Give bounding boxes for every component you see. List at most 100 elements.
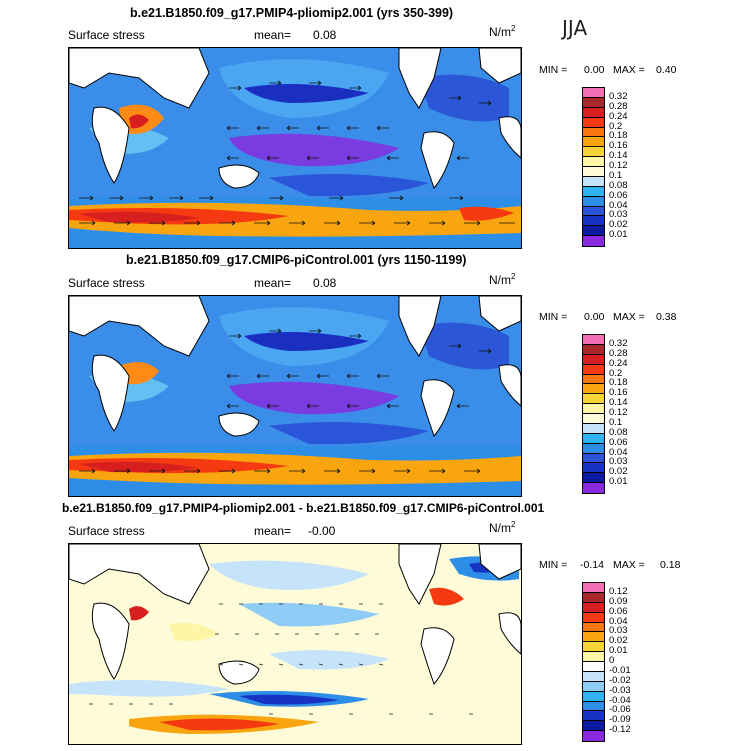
panel-3-min-value: -0.14 bbox=[580, 559, 604, 571]
colorbar-swatch bbox=[583, 127, 604, 138]
colorbar-swatch bbox=[583, 602, 604, 613]
panel-1-title: b.e21.B1850.f09_g17.PMIP4-pliomip2.001 (… bbox=[130, 6, 454, 20]
panel-2-mean-value: 0.08 bbox=[313, 276, 337, 290]
colorbar-swatch bbox=[583, 583, 604, 593]
colorbar-swatch bbox=[583, 731, 604, 741]
colorbar-tick-label: 0.09 bbox=[609, 595, 628, 607]
panel-3-field bbox=[69, 544, 521, 744]
colorbar-swatch bbox=[583, 206, 604, 217]
panel-3-mean-value: -0.00 bbox=[308, 524, 336, 538]
colorbar-swatch bbox=[583, 384, 604, 395]
panel-3-max-value: 0.18 bbox=[660, 559, 681, 571]
colorbar-swatch bbox=[583, 364, 604, 375]
colorbar-swatch bbox=[583, 404, 604, 414]
colorbar-swatch bbox=[583, 147, 604, 158]
colorbar-swatch bbox=[583, 157, 604, 167]
colorbar-tick-label: 0.06 bbox=[609, 605, 628, 617]
colorbar-tick-label: 0.1 bbox=[609, 169, 623, 181]
panel-3-min-label: MIN = bbox=[539, 559, 568, 571]
colorbar-tick-label: 0.04 bbox=[609, 199, 628, 211]
colorbar-tick-label: 0.18 bbox=[609, 377, 628, 389]
panel-1-min-label: MIN = bbox=[539, 64, 568, 76]
colorbar-swatch bbox=[583, 394, 604, 405]
colorbar-swatch bbox=[583, 473, 604, 484]
panel-1-variable: Surface stress bbox=[68, 28, 145, 42]
colorbar-swatch bbox=[583, 453, 604, 464]
colorbar-tick-label: 0.28 bbox=[609, 100, 628, 112]
colorbar-swatch bbox=[583, 671, 604, 682]
panel-1-min-value: 0.00 bbox=[584, 64, 605, 76]
colorbar-tick-label: 0.08 bbox=[609, 179, 628, 191]
colorbar-swatch bbox=[583, 701, 604, 712]
colorbar-swatch bbox=[583, 652, 604, 662]
colorbar-tick-label: 0.02 bbox=[609, 466, 628, 478]
colorbar-tick-label: 0.16 bbox=[609, 387, 628, 399]
panel-1-max-label: MAX = bbox=[613, 64, 645, 76]
colorbar-tick-label: 0.28 bbox=[609, 347, 628, 359]
colorbar-tick-label: 0.12 bbox=[609, 407, 628, 418]
colorbar-tick-label: -0.06 bbox=[609, 704, 631, 716]
colorbar-swatch bbox=[583, 374, 604, 385]
colorbar-swatch bbox=[583, 414, 604, 424]
colorbar-swatch bbox=[583, 721, 604, 732]
colorbar-swatch bbox=[583, 236, 604, 246]
panel-2-units: N/m2 bbox=[489, 272, 516, 287]
colorbar-tick-label: 0.2 bbox=[609, 367, 623, 379]
colorbar-tick-label: 0.12 bbox=[609, 160, 628, 171]
colorbar-tick-label: 0.01 bbox=[609, 476, 628, 488]
colorbar-swatch bbox=[583, 196, 604, 207]
colorbar-tick-label: 0.03 bbox=[609, 456, 628, 468]
panel-1-units: N/m2 bbox=[489, 24, 516, 39]
panel-2-wind-vectors bbox=[79, 328, 492, 474]
colorbar-tick-label: 0.32 bbox=[609, 90, 628, 102]
colorbar-swatch bbox=[583, 681, 604, 692]
colorbar-swatch bbox=[583, 167, 604, 177]
colorbar-tick-label: 0.03 bbox=[609, 209, 628, 221]
colorbar-swatch bbox=[583, 107, 604, 118]
panel-3-map bbox=[68, 543, 522, 745]
panel-3-variable: Surface stress bbox=[68, 524, 145, 538]
panel-1-max-value: 0.40 bbox=[656, 64, 677, 76]
panel-3-mean-label: mean= bbox=[254, 524, 292, 538]
panel-1-map bbox=[68, 47, 522, 249]
panel-2-field bbox=[69, 296, 521, 496]
panel-2-colorbar bbox=[582, 334, 605, 494]
colorbar-swatch bbox=[583, 344, 604, 355]
colorbar-tick-label: -0.02 bbox=[609, 674, 631, 686]
panel-2-min-label: MIN = bbox=[539, 311, 568, 323]
panel-2-map bbox=[68, 295, 522, 497]
colorbar-swatch bbox=[583, 622, 604, 633]
season-label: JJA bbox=[562, 16, 588, 40]
colorbar-tick-label: 0.16 bbox=[609, 140, 628, 152]
colorbar-swatch bbox=[583, 423, 604, 434]
colorbar-swatch bbox=[583, 443, 604, 454]
colorbar-swatch bbox=[583, 433, 604, 444]
colorbar-tick-label: 0 bbox=[609, 655, 615, 666]
panel-1-colorbar bbox=[582, 87, 605, 247]
colorbar-tick-label: -0.12 bbox=[609, 724, 631, 736]
colorbar-tick-label: 0.24 bbox=[609, 110, 628, 122]
panel-1-wind-vectors bbox=[79, 80, 515, 226]
colorbar-swatch bbox=[583, 592, 604, 603]
colorbar-swatch bbox=[583, 97, 604, 108]
colorbar-tick-label: 0.18 bbox=[609, 130, 628, 142]
panel-1-field bbox=[69, 48, 521, 248]
colorbar-tick-label: 0.14 bbox=[609, 397, 628, 409]
colorbar-tick-label: 0.24 bbox=[609, 357, 628, 369]
panel-1-mean-label: mean= bbox=[254, 28, 292, 42]
colorbar-swatch bbox=[583, 354, 604, 365]
colorbar-tick-label: 0.02 bbox=[609, 219, 628, 231]
colorbar-swatch bbox=[583, 711, 604, 722]
panel-2-title: b.e21.B1850.f09_g17.CMIP6-piControl.001 … bbox=[126, 253, 467, 267]
colorbar-tick-label: 0.04 bbox=[609, 446, 628, 458]
panel-3-colorbar bbox=[582, 582, 605, 742]
panel-3-wind-vectors bbox=[89, 603, 473, 715]
colorbar-tick-label: 0.12 bbox=[609, 585, 628, 597]
colorbar-tick-label: 0.2 bbox=[609, 120, 623, 132]
colorbar-tick-label: 0.06 bbox=[609, 436, 628, 448]
colorbar-tick-label: 0.32 bbox=[609, 337, 628, 349]
colorbar-tick-label: 0.06 bbox=[609, 189, 628, 201]
colorbar-tick-label: -0.09 bbox=[609, 714, 631, 726]
colorbar-swatch bbox=[583, 186, 604, 197]
panel-2-min-value: 0.00 bbox=[584, 311, 605, 323]
